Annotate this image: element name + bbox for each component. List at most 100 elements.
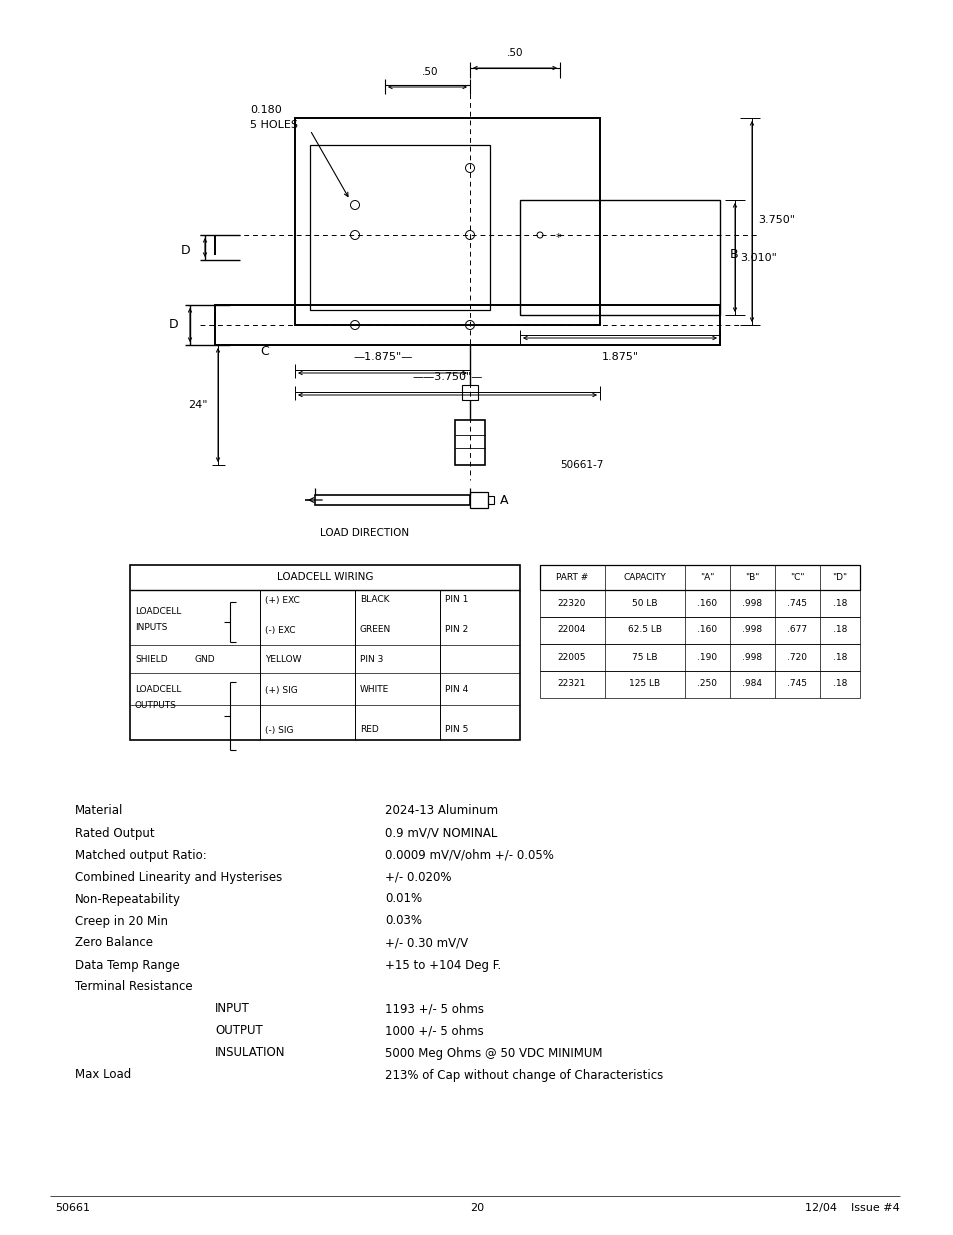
Bar bbox=[519, 200, 720, 315]
Text: (+) EXC: (+) EXC bbox=[265, 595, 299, 604]
Text: Rated Output: Rated Output bbox=[75, 826, 154, 840]
Text: D: D bbox=[168, 319, 178, 331]
Text: LOADCELL: LOADCELL bbox=[135, 608, 181, 616]
Text: LOAD DIRECTION: LOAD DIRECTION bbox=[319, 529, 409, 538]
Bar bbox=[294, 119, 599, 325]
Text: 5000 Meg Ohms @ 50 VDC MINIMUM: 5000 Meg Ohms @ 50 VDC MINIMUM bbox=[385, 1046, 602, 1060]
Text: 5 HOLES: 5 HOLES bbox=[250, 120, 297, 130]
Text: GND: GND bbox=[194, 656, 215, 664]
Text: Terminal Resistance: Terminal Resistance bbox=[75, 981, 193, 993]
Text: SHIELD: SHIELD bbox=[135, 656, 168, 664]
Text: A: A bbox=[499, 494, 508, 506]
Text: "A": "A" bbox=[700, 573, 714, 582]
Text: "D": "D" bbox=[832, 573, 846, 582]
Text: GREEN: GREEN bbox=[359, 625, 391, 635]
Bar bbox=[470, 492, 488, 508]
Text: "B": "B" bbox=[744, 573, 759, 582]
Text: 1.875": 1.875" bbox=[600, 352, 638, 362]
Bar bbox=[214, 305, 720, 345]
Text: BLACK: BLACK bbox=[359, 595, 389, 604]
Text: Data Temp Range: Data Temp Range bbox=[75, 958, 179, 972]
Text: +15 to +104 Deg F.: +15 to +104 Deg F. bbox=[385, 958, 500, 972]
Text: 22005: 22005 bbox=[558, 652, 586, 662]
Text: .18: .18 bbox=[832, 599, 846, 608]
Bar bbox=[310, 144, 490, 310]
Text: 20: 20 bbox=[470, 1203, 483, 1213]
Text: .190: .190 bbox=[697, 652, 717, 662]
Text: (-) SIG: (-) SIG bbox=[265, 725, 294, 735]
Text: Combined Linearity and Hysterises: Combined Linearity and Hysterises bbox=[75, 871, 282, 883]
Text: Creep in 20 Min: Creep in 20 Min bbox=[75, 914, 168, 927]
Bar bbox=[539, 564, 859, 590]
Text: .998: .998 bbox=[741, 652, 761, 662]
Text: 24": 24" bbox=[189, 400, 208, 410]
Text: WHITE: WHITE bbox=[359, 685, 389, 694]
Text: .720: .720 bbox=[786, 652, 806, 662]
Text: .984: .984 bbox=[741, 679, 761, 688]
Text: OUTPUTS: OUTPUTS bbox=[135, 701, 176, 710]
Text: 12/04    Issue #4: 12/04 Issue #4 bbox=[804, 1203, 899, 1213]
Text: PIN 2: PIN 2 bbox=[444, 625, 468, 635]
Text: LOADCELL WIRING: LOADCELL WIRING bbox=[276, 572, 373, 582]
Text: +/- 0.020%: +/- 0.020% bbox=[385, 871, 451, 883]
Text: 22321: 22321 bbox=[558, 679, 585, 688]
Text: INPUTS: INPUTS bbox=[135, 624, 167, 632]
Text: INSULATION: INSULATION bbox=[214, 1046, 285, 1060]
Text: 50661: 50661 bbox=[55, 1203, 90, 1213]
Bar bbox=[539, 618, 859, 643]
Text: 125 LB: 125 LB bbox=[629, 679, 659, 688]
Text: RED: RED bbox=[359, 725, 378, 735]
Text: Max Load: Max Load bbox=[75, 1068, 132, 1082]
Text: .998: .998 bbox=[741, 599, 761, 608]
Text: PIN 3: PIN 3 bbox=[359, 656, 383, 664]
Bar bbox=[314, 495, 470, 505]
Text: 0.180: 0.180 bbox=[250, 105, 281, 115]
Text: .50: .50 bbox=[421, 67, 437, 77]
Text: +/- 0.30 mV/V: +/- 0.30 mV/V bbox=[385, 936, 468, 950]
Text: 213% of Cap without change of Characteristics: 213% of Cap without change of Characteri… bbox=[385, 1068, 662, 1082]
Text: LOADCELL: LOADCELL bbox=[135, 685, 181, 694]
Text: 0.03%: 0.03% bbox=[385, 914, 421, 927]
Bar bbox=[539, 643, 859, 671]
Text: 2024-13 Aluminum: 2024-13 Aluminum bbox=[385, 804, 497, 818]
Text: 1193 +/- 5 ohms: 1193 +/- 5 ohms bbox=[385, 1003, 483, 1015]
Text: PIN 1: PIN 1 bbox=[444, 595, 468, 604]
Text: (-) EXC: (-) EXC bbox=[265, 625, 295, 635]
Text: Zero Balance: Zero Balance bbox=[75, 936, 152, 950]
Text: PIN 5: PIN 5 bbox=[444, 725, 468, 735]
Bar bbox=[461, 385, 477, 400]
Text: 62.5 LB: 62.5 LB bbox=[627, 625, 661, 635]
Text: *: * bbox=[555, 233, 560, 243]
Text: 1000 +/- 5 ohms: 1000 +/- 5 ohms bbox=[385, 1025, 483, 1037]
Text: .745: .745 bbox=[786, 679, 806, 688]
Bar bbox=[539, 671, 859, 698]
Text: .677: .677 bbox=[786, 625, 806, 635]
Text: 3.750": 3.750" bbox=[758, 215, 794, 225]
Text: 22004: 22004 bbox=[558, 625, 585, 635]
Text: Non-Repeatability: Non-Repeatability bbox=[75, 893, 181, 905]
Text: 3.010": 3.010" bbox=[740, 253, 776, 263]
Text: CAPACITY: CAPACITY bbox=[623, 573, 666, 582]
Text: "C": "C" bbox=[789, 573, 803, 582]
Text: .160: .160 bbox=[697, 625, 717, 635]
Text: B: B bbox=[729, 248, 738, 262]
Text: C: C bbox=[260, 345, 269, 358]
Text: OUTPUT: OUTPUT bbox=[214, 1025, 262, 1037]
Text: .160: .160 bbox=[697, 599, 717, 608]
Text: PART #: PART # bbox=[556, 573, 587, 582]
Text: 0.01%: 0.01% bbox=[385, 893, 421, 905]
Text: .998: .998 bbox=[741, 625, 761, 635]
Text: .18: .18 bbox=[832, 652, 846, 662]
Bar bbox=[539, 590, 859, 618]
Text: 0.9 mV/V NOMINAL: 0.9 mV/V NOMINAL bbox=[385, 826, 497, 840]
Text: 22320: 22320 bbox=[558, 599, 585, 608]
Text: .250: .250 bbox=[697, 679, 717, 688]
Bar bbox=[455, 420, 484, 466]
Text: .18: .18 bbox=[832, 679, 846, 688]
Text: PIN 4: PIN 4 bbox=[444, 685, 468, 694]
Text: Material: Material bbox=[75, 804, 123, 818]
Text: 50 LB: 50 LB bbox=[632, 599, 657, 608]
Bar bbox=[130, 564, 519, 740]
Text: .18: .18 bbox=[832, 625, 846, 635]
Text: .50: .50 bbox=[506, 48, 522, 58]
